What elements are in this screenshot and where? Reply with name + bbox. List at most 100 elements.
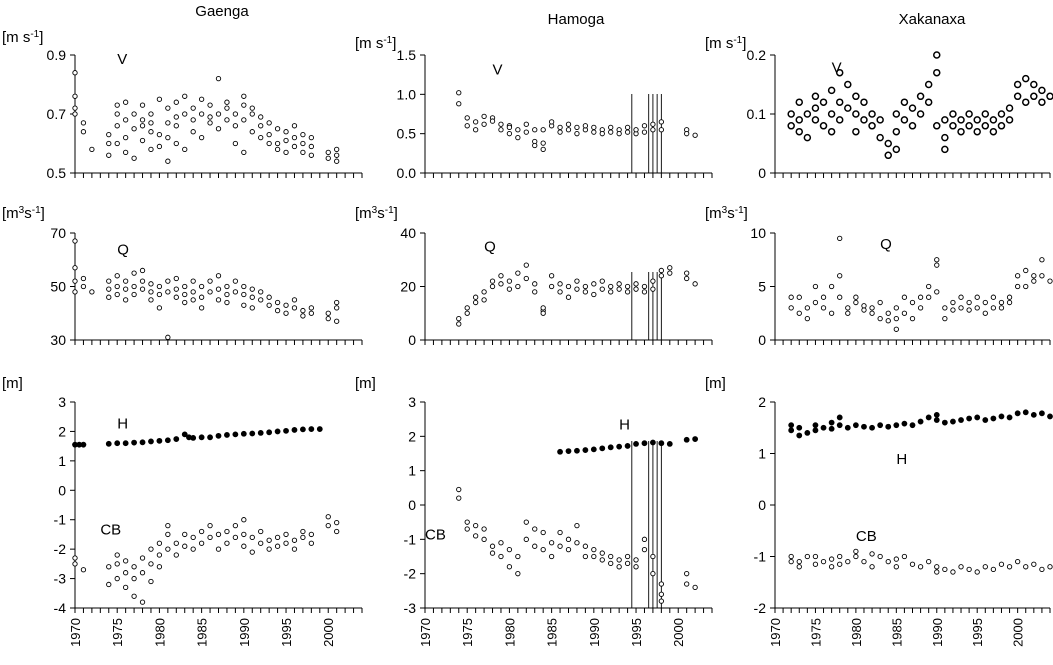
data-point	[917, 418, 924, 425]
data-point	[515, 553, 521, 560]
data-point	[853, 294, 859, 300]
data-point	[481, 289, 487, 295]
data-point	[812, 561, 819, 567]
data-point	[607, 444, 614, 451]
data-point	[684, 131, 690, 137]
data-point	[131, 564, 137, 570]
data-point	[300, 313, 306, 319]
data-point	[624, 443, 631, 449]
data-point	[599, 131, 605, 137]
data-point	[1006, 414, 1013, 421]
panel-2-2: -2 -1 0 1 2 1970 1975 1980 1985 1990 1995 2000 [m] H C…	[705, 375, 1053, 647]
data-point	[198, 111, 205, 117]
data-point	[224, 105, 230, 111]
data-point	[89, 289, 95, 295]
data-point	[973, 127, 981, 136]
data-point	[215, 286, 222, 292]
data-point	[139, 439, 146, 446]
x-tick-label: 1985	[545, 618, 560, 647]
data-point	[114, 140, 120, 147]
data-point	[1023, 267, 1029, 274]
data-point	[72, 289, 78, 295]
data-point	[274, 126, 281, 132]
data-point	[472, 127, 479, 133]
column-title-xakanaxa: Xakanaxa	[899, 11, 966, 28]
data-point	[811, 104, 820, 112]
data-point	[958, 564, 964, 570]
data-point	[114, 102, 120, 108]
data-point	[1006, 294, 1013, 300]
x-tick-label: 1990	[237, 618, 252, 647]
data-point	[139, 267, 146, 274]
data-point	[106, 131, 112, 138]
data-point	[472, 533, 479, 539]
data-point	[892, 110, 901, 118]
data-point	[557, 448, 563, 455]
data-point	[804, 315, 810, 322]
data-point	[190, 297, 196, 303]
data-point	[557, 289, 563, 295]
data-point	[658, 273, 664, 279]
data-point	[80, 441, 87, 448]
data-point	[853, 299, 859, 306]
y-tick-label: 0	[758, 332, 766, 348]
data-point	[1015, 283, 1021, 290]
data-point	[812, 299, 819, 306]
data-point	[616, 281, 622, 287]
data-point	[123, 149, 129, 156]
data-point	[300, 149, 306, 156]
panel-2-0: 0 0.1 0.2[m s-1] V	[705, 35, 1053, 181]
data-point	[548, 119, 555, 125]
y-tick-label: 1.5	[397, 47, 417, 63]
data-point	[532, 142, 538, 149]
data-point	[274, 428, 281, 435]
data-point	[156, 283, 163, 290]
data-point	[523, 121, 529, 127]
data-point	[803, 110, 812, 118]
y-tick-label: 1	[58, 453, 66, 469]
series-label: V	[493, 62, 503, 79]
data-point	[812, 283, 819, 290]
y-tick-label: -3	[54, 571, 67, 587]
data-point	[283, 531, 289, 538]
data-point	[274, 534, 281, 541]
y-tick-label: 5	[758, 279, 766, 295]
data-point	[641, 289, 648, 295]
data-point	[156, 540, 163, 546]
data-point	[608, 289, 614, 295]
data-point	[540, 305, 546, 311]
data-point	[827, 127, 836, 136]
data-point	[123, 286, 129, 292]
series-q	[456, 262, 698, 327]
data-point	[489, 550, 496, 556]
data-point	[274, 543, 281, 549]
data-point	[224, 528, 230, 535]
data-point	[148, 289, 154, 295]
data-point	[131, 126, 137, 132]
data-point	[506, 564, 513, 570]
data-point	[515, 270, 521, 276]
data-point	[885, 559, 891, 565]
data-point	[796, 432, 803, 439]
data-point	[989, 116, 998, 124]
data-point	[624, 289, 631, 295]
data-point	[901, 294, 908, 300]
data-point	[131, 111, 137, 117]
data-point	[241, 102, 247, 108]
x-tick-label: 1985	[889, 618, 904, 647]
data-point	[990, 294, 997, 300]
y-tick-label: 0.5	[397, 126, 417, 142]
data-point	[114, 123, 120, 129]
y-tick-label: -3	[404, 600, 417, 616]
data-point	[982, 417, 989, 423]
data-point	[274, 146, 281, 153]
data-point	[641, 283, 648, 290]
data-point	[249, 129, 255, 135]
data-point	[249, 111, 255, 117]
data-point	[574, 131, 580, 137]
series-label: V	[832, 60, 842, 77]
data-point	[300, 534, 306, 541]
data-point	[165, 105, 171, 111]
data-point	[812, 422, 819, 429]
data-point	[1013, 92, 1022, 101]
